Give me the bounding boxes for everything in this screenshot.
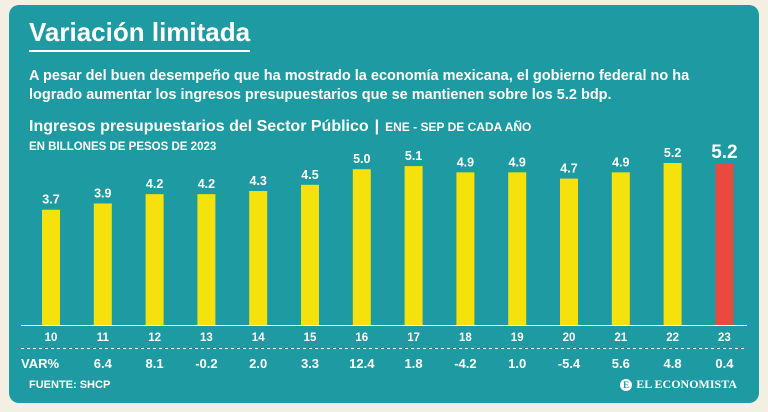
x-tick-10: 10: [45, 332, 58, 344]
value-label-19: 4.9: [509, 155, 526, 169]
x-tick-21: 21: [614, 332, 627, 344]
bar-11: [93, 203, 112, 325]
bar-17: [404, 166, 423, 325]
bar-10: [42, 209, 60, 325]
value-label-13: 4.2: [198, 177, 215, 191]
value-label-18: 4.9: [457, 155, 474, 169]
value-label-16: 5.0: [353, 152, 370, 166]
bar-19: [508, 172, 527, 325]
x-tick-13: 13: [200, 332, 213, 344]
var-value-12: 8.1: [146, 356, 164, 371]
value-label-17: 5.1: [405, 149, 422, 163]
brand-icon: E: [620, 378, 633, 391]
bar-16: [352, 169, 371, 325]
var-value-18: -4.2: [454, 356, 476, 371]
chart-title: Ingresos presupuestarios del Sector Públ…: [29, 118, 369, 135]
x-tick-20: 20: [563, 332, 576, 344]
x-tick-17: 17: [407, 332, 420, 344]
brand-name: EL ECONOMISTA: [636, 377, 737, 391]
var-value-20: -5.4: [558, 356, 581, 371]
bar-21: [611, 172, 630, 325]
chart-title-row: Ingresos presupuestarios del Sector Públ…: [29, 118, 531, 136]
var-value-19: 1.0: [508, 356, 526, 371]
var-label: VAR%: [21, 356, 59, 371]
x-tick-23: 23: [718, 332, 731, 344]
title-separator: |: [374, 118, 380, 135]
var-value-17: 1.8: [405, 356, 423, 371]
value-label-15: 4.5: [301, 168, 318, 182]
value-label-21: 4.9: [612, 155, 629, 169]
bar-chart: 3.7 10 3.9 11 4.2 12 4.2 13 4.3 14 4.5 15 5.0 16 5.1 17…: [21, 142, 747, 371]
x-tick-11: 11: [97, 332, 110, 344]
bar-14: [249, 191, 268, 325]
value-label-11: 3.9: [94, 187, 111, 201]
value-label-12: 4.2: [146, 177, 163, 191]
x-tick-14: 14: [252, 332, 265, 344]
var-value-15: 3.3: [301, 356, 319, 371]
x-tick-22: 22: [666, 332, 679, 344]
bar-23: [715, 163, 734, 325]
bar-22: [663, 163, 682, 325]
x-tick-19: 19: [511, 332, 524, 344]
bar-20: [560, 178, 578, 325]
bar-15: [301, 184, 319, 325]
x-tick-12: 12: [148, 332, 161, 344]
value-label-23: 5.2: [711, 142, 737, 163]
value-label-14: 4.3: [250, 174, 267, 188]
chart-units: EN BILLONES DE PESOS DE 2023: [29, 141, 217, 153]
intro-text: A pesar del buen desempeño que ha mostra…: [29, 68, 690, 103]
var-value-13: -0.2: [195, 356, 217, 371]
infographic-card: Variación limitada A pesar del buen dese…: [9, 5, 759, 403]
brand-logo: E EL ECONOMISTA: [620, 377, 737, 392]
var-value-14: 2.0: [249, 356, 267, 371]
x-tick-16: 16: [355, 332, 368, 344]
var-value-22: 4.8: [664, 356, 682, 371]
bar-18: [456, 172, 475, 325]
x-tick-18: 18: [459, 332, 472, 344]
source-note: FUENTE: SHCP: [29, 379, 111, 391]
x-tick-15: 15: [304, 332, 317, 344]
bar-12: [145, 194, 164, 325]
bar-13: [197, 194, 216, 325]
value-label-22: 5.2: [664, 146, 681, 160]
var-value-23: 0.4: [715, 356, 734, 371]
var-value-16: 12.4: [349, 356, 375, 371]
chart-period: ENE - SEP DE CADA AÑO: [385, 120, 532, 134]
var-value-21: 5.6: [612, 356, 630, 371]
value-label-20: 4.7: [560, 162, 577, 176]
value-label-10: 3.7: [42, 193, 59, 207]
var-value-11: 6.4: [94, 356, 113, 371]
page-title: Variación limitada: [29, 17, 251, 52]
